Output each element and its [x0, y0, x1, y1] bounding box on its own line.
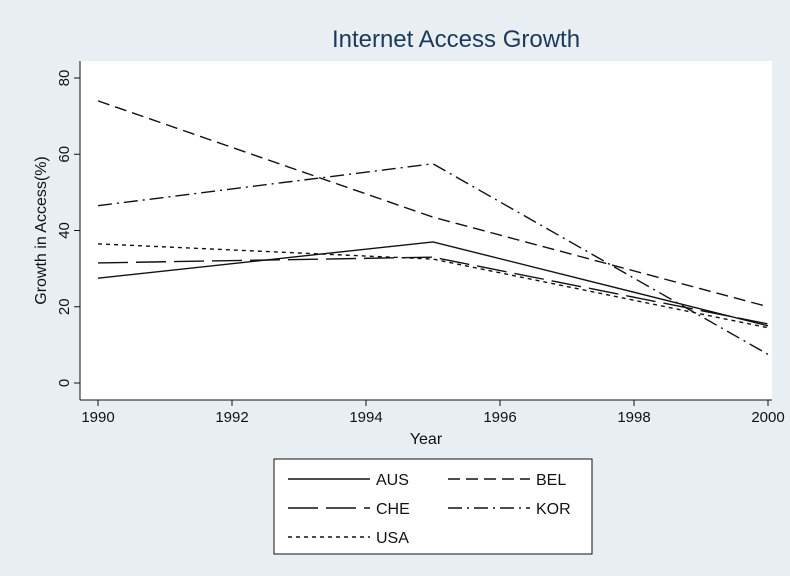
y-tick-label: 80	[56, 70, 73, 87]
series-lines	[97, 100, 769, 356]
x-tick-label: 2000	[751, 409, 784, 426]
legend-box	[273, 458, 593, 555]
y-tick-label: 0	[56, 379, 73, 387]
x-tick-label: 1990	[81, 409, 114, 426]
y-axis-title: Growth in Access(%)	[33, 156, 50, 304]
legend-label-che: CHE	[376, 501, 410, 518]
legend-label-kor: KOR	[536, 501, 571, 518]
series-line-kor	[97, 163, 769, 356]
legend-label-aus: AUS	[376, 472, 409, 489]
series-line-bel	[97, 100, 769, 308]
legend: AUS BEL CHE KOR USA	[273, 458, 593, 555]
y-tick-label: 60	[56, 146, 73, 163]
series-line-usa	[97, 243, 769, 329]
x-tick-label: 1994	[349, 409, 382, 426]
axes: 0 20 40 60 80 1990 1992 1994 1996 1998 2000	[56, 61, 785, 426]
x-axis-title: Year	[410, 431, 443, 448]
legend-label-usa: USA	[376, 530, 409, 547]
y-tick-label: 40	[56, 222, 73, 239]
legend-label-bel: BEL	[536, 472, 566, 489]
series-line-aus	[97, 241, 769, 327]
plot-area	[80, 61, 772, 400]
x-tick-label: 1992	[215, 409, 248, 426]
chart-title: Internet Access Growth	[332, 26, 580, 53]
x-tick-label: 1998	[617, 409, 650, 426]
y-tick-label: 20	[56, 298, 73, 315]
x-tick-label: 1996	[483, 409, 516, 426]
